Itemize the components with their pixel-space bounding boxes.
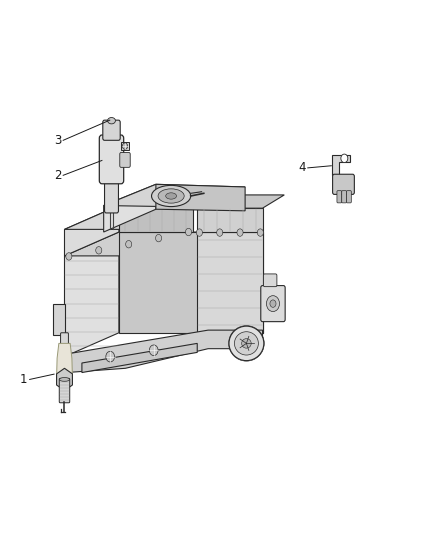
Ellipse shape xyxy=(152,185,191,207)
Circle shape xyxy=(61,349,70,359)
Polygon shape xyxy=(64,206,119,256)
FancyBboxPatch shape xyxy=(60,333,68,344)
Polygon shape xyxy=(197,232,262,333)
Text: 3: 3 xyxy=(54,134,61,147)
Polygon shape xyxy=(57,343,72,374)
FancyBboxPatch shape xyxy=(263,274,277,287)
Polygon shape xyxy=(156,184,245,211)
Polygon shape xyxy=(64,206,193,229)
Ellipse shape xyxy=(229,326,264,361)
Circle shape xyxy=(196,229,202,236)
Polygon shape xyxy=(197,195,284,208)
FancyBboxPatch shape xyxy=(103,120,120,140)
Circle shape xyxy=(122,143,127,149)
Ellipse shape xyxy=(59,377,70,381)
Ellipse shape xyxy=(158,189,184,203)
Polygon shape xyxy=(104,184,156,232)
Text: 1: 1 xyxy=(20,373,28,386)
Circle shape xyxy=(106,351,115,362)
Polygon shape xyxy=(82,343,197,373)
FancyBboxPatch shape xyxy=(346,191,351,203)
FancyBboxPatch shape xyxy=(342,191,346,203)
Ellipse shape xyxy=(242,338,251,348)
Circle shape xyxy=(237,229,243,236)
Polygon shape xyxy=(197,208,262,232)
Polygon shape xyxy=(53,304,65,335)
FancyBboxPatch shape xyxy=(332,174,354,195)
Circle shape xyxy=(341,154,348,163)
Circle shape xyxy=(155,235,162,242)
Polygon shape xyxy=(119,206,193,232)
Text: 4: 4 xyxy=(299,161,306,174)
Circle shape xyxy=(126,240,132,248)
Ellipse shape xyxy=(266,296,279,312)
Circle shape xyxy=(185,228,191,236)
Polygon shape xyxy=(332,155,350,175)
Ellipse shape xyxy=(108,117,116,124)
Ellipse shape xyxy=(270,300,276,308)
Polygon shape xyxy=(64,232,262,256)
FancyBboxPatch shape xyxy=(261,286,285,321)
Circle shape xyxy=(217,229,223,236)
Circle shape xyxy=(257,229,263,236)
Circle shape xyxy=(96,247,102,254)
Polygon shape xyxy=(64,232,119,357)
FancyBboxPatch shape xyxy=(120,152,130,167)
FancyBboxPatch shape xyxy=(105,177,118,213)
Polygon shape xyxy=(119,232,262,333)
Polygon shape xyxy=(57,368,72,391)
FancyBboxPatch shape xyxy=(99,135,124,184)
Polygon shape xyxy=(67,330,262,373)
FancyBboxPatch shape xyxy=(59,378,70,403)
Ellipse shape xyxy=(166,193,177,199)
Circle shape xyxy=(66,253,72,260)
Polygon shape xyxy=(121,142,129,150)
Ellipse shape xyxy=(234,332,258,355)
Circle shape xyxy=(149,345,158,356)
Polygon shape xyxy=(104,184,245,207)
FancyBboxPatch shape xyxy=(337,191,342,203)
Text: 2: 2 xyxy=(54,169,61,182)
